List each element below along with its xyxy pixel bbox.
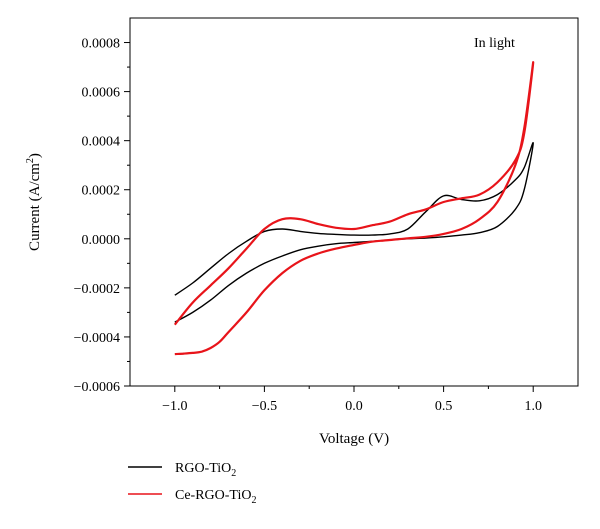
legend-label-ce-rgo-tio2-main: Ce-RGO-TiO bbox=[175, 488, 252, 503]
y-tick-label: −0.0002 bbox=[74, 282, 120, 297]
x-axis-label: Voltage (V) bbox=[319, 431, 389, 447]
legend-label-ce-rgo-tio2-sub: 2 bbox=[252, 495, 257, 506]
x-tick-label: 0.5 bbox=[435, 399, 453, 414]
x-tick-label: 1.0 bbox=[524, 399, 542, 414]
legend-label-rgo-tio2-main: RGO-TiO bbox=[175, 461, 231, 476]
x-tick-label: −1.0 bbox=[162, 399, 187, 414]
x-tick-label: 0.0 bbox=[345, 399, 363, 414]
y-tick-label: 0.0000 bbox=[82, 233, 121, 248]
ticks-layer: −1.0 −0.5 0.0 0.5 1.0 −0.0006 −0.0004 −0.0002 0.… bbox=[74, 37, 542, 414]
series-layer bbox=[173, 61, 535, 356]
y-tick-label: 0.0002 bbox=[82, 184, 121, 199]
legend-label-ce-rgo-tio2: Ce-RGO-TiO2 bbox=[175, 488, 257, 506]
y-tick-label: 0.0006 bbox=[82, 86, 121, 101]
y-tick-label: −0.0006 bbox=[74, 380, 120, 395]
legend-label-rgo-tio2-sub: 2 bbox=[231, 468, 236, 479]
y-axis-label: Current (A/cm2) bbox=[25, 153, 43, 251]
legend-label-rgo-tio2: RGO-TiO2 bbox=[175, 461, 236, 479]
plot-frame bbox=[129, 17, 579, 387]
y-tick-label: 0.0004 bbox=[82, 135, 121, 150]
in-light-annotation: In light bbox=[474, 36, 515, 51]
x-tick-label: −0.5 bbox=[252, 399, 277, 414]
y-axis-label-end: ) bbox=[27, 153, 43, 158]
y-axis-label-main: Current (A/cm bbox=[27, 163, 43, 251]
series-line-ce-rgo-tio2 bbox=[173, 61, 535, 356]
series-line-rgo-tio2 bbox=[174, 142, 534, 323]
y-axis-label-sup: 2 bbox=[25, 158, 36, 163]
y-tick-label: −0.0004 bbox=[74, 331, 120, 346]
legend: RGO-TiO2 Ce-RGO-TiO2 bbox=[128, 461, 257, 506]
y-tick-label: 0.0008 bbox=[82, 37, 121, 52]
